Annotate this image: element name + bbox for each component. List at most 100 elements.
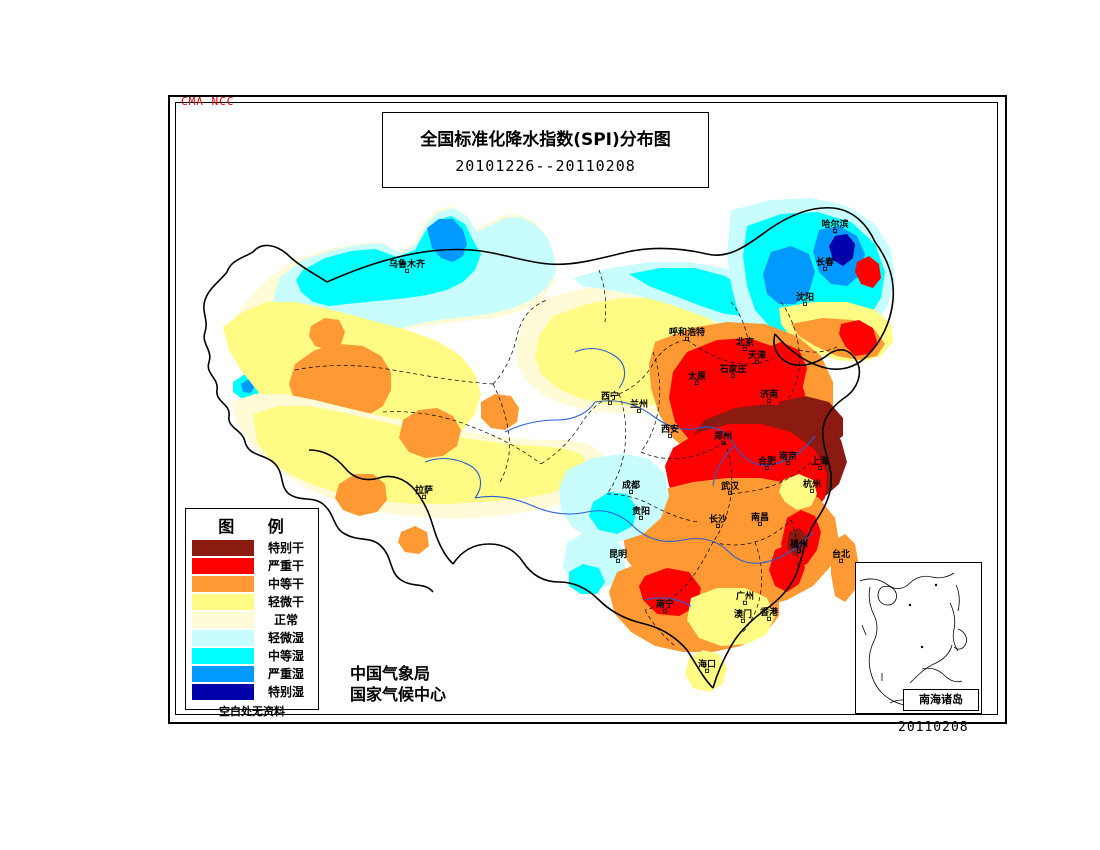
city-station-dot xyxy=(716,523,721,528)
inset-nine-dash-2 xyxy=(861,624,867,636)
inset-philippines-1 xyxy=(955,584,960,612)
city-station-dot xyxy=(765,465,770,470)
city-marker: 石家庄 xyxy=(718,363,747,378)
city-label: 南京 xyxy=(779,450,797,462)
city-station-dot xyxy=(721,440,726,445)
city-marker: 澳门 xyxy=(734,608,752,623)
city-station-dot xyxy=(803,301,808,306)
inset-coast-mainland xyxy=(859,572,955,589)
city-marker: 贵阳 xyxy=(632,505,650,520)
inset-label: 南海诸岛 xyxy=(903,689,979,711)
city-label: 西安 xyxy=(661,423,679,435)
legend-swatch xyxy=(192,558,254,574)
city-marker: 香港 xyxy=(759,606,779,621)
region-fill-slightly-dry xyxy=(687,588,775,646)
city-label: 武汉 xyxy=(721,480,740,492)
city-label: 香港 xyxy=(759,606,779,618)
legend-label: 中等湿 xyxy=(267,649,304,663)
city-station-dot xyxy=(767,398,772,403)
city-marker: 西安 xyxy=(661,423,679,438)
city-marker: 郑州 xyxy=(714,430,732,445)
inset-philippines-3 xyxy=(953,628,967,650)
city-marker: 福州 xyxy=(789,538,808,553)
city-label: 郑州 xyxy=(714,430,732,442)
city-marker: 济南 xyxy=(760,388,778,403)
inset-island-dots xyxy=(908,583,938,649)
agency-credit: 中国气象局 国家气候中心 xyxy=(350,663,446,705)
city-marker: 天津 xyxy=(748,349,766,364)
city-label: 贵阳 xyxy=(632,505,650,517)
city-marker: 乌鲁木齐 xyxy=(389,258,426,273)
credit-line-1: 中国气象局 xyxy=(350,664,431,683)
legend-label: 严重湿 xyxy=(267,667,304,681)
legend-title: 图 例 xyxy=(218,517,298,536)
region-fill-moderately-dry xyxy=(398,526,429,554)
legend-label: 特别湿 xyxy=(267,685,304,699)
city-station-dot xyxy=(743,600,748,605)
city-station-dot xyxy=(636,408,641,413)
city-marker: 南京 xyxy=(779,450,797,465)
legend-item: 严重干 xyxy=(186,557,318,575)
legend-label: 严重干 xyxy=(267,559,304,573)
inset-philippines-2 xyxy=(949,602,959,652)
region-fill-moderately-dry xyxy=(831,534,859,602)
city-station-dot xyxy=(607,400,612,405)
legend-item: 特别湿 xyxy=(186,683,318,701)
city-label: 昆明 xyxy=(609,549,627,560)
national-border-southwest xyxy=(308,449,454,565)
city-station-dot xyxy=(786,460,791,465)
region-fill-extremely-wet xyxy=(829,234,855,266)
city-marker: 太原 xyxy=(687,370,706,385)
city-station-dot xyxy=(662,608,667,613)
city-marker: 合肥 xyxy=(758,455,776,470)
city-label: 南宁 xyxy=(656,598,674,610)
city-label: 广州 xyxy=(736,590,754,602)
city-station-dot xyxy=(695,380,700,385)
credit-line-2: 国家气候中心 xyxy=(350,685,447,704)
city-station-dot xyxy=(615,558,620,563)
city-label: 澳门 xyxy=(734,608,752,620)
city-label: 合肥 xyxy=(758,455,776,467)
city-label: 沈阳 xyxy=(796,291,814,303)
city-marker: 海口 xyxy=(698,658,716,673)
yangtze xyxy=(474,495,814,564)
city-marker: 南昌 xyxy=(751,511,769,526)
city-marker: 北京 xyxy=(736,336,754,351)
legend-item: 中等干 xyxy=(186,575,318,593)
city-marker: 长春 xyxy=(816,256,835,271)
page-title: 全国标准化降水指数(SPI)分布图 xyxy=(420,130,671,150)
city-marker: 南宁 xyxy=(656,598,674,613)
legend-item: 严重湿 xyxy=(186,665,318,683)
legend-swatch xyxy=(192,612,254,628)
spi-color-fills xyxy=(223,198,895,692)
region-fill-moderately-wet xyxy=(629,268,755,316)
city-label: 西宁 xyxy=(601,390,619,402)
city-station-dot xyxy=(755,359,760,364)
city-label: 长沙 xyxy=(709,513,727,525)
provincial-borders xyxy=(294,269,840,647)
region-fill-severely-dry xyxy=(769,544,805,592)
city-station-dot xyxy=(705,668,710,673)
legend-item: 轻微干 xyxy=(186,593,318,611)
city-station-dot xyxy=(797,548,802,553)
legend-swatch xyxy=(192,576,254,592)
legend-swatch xyxy=(192,666,254,682)
south-china-sea-inset: 南海诸岛 xyxy=(855,562,982,714)
region-fill-extremely-dry xyxy=(779,396,843,446)
legend-swatch xyxy=(192,648,254,664)
city-label: 福州 xyxy=(789,538,808,550)
city-label: 长春 xyxy=(816,256,835,268)
city-station-dot xyxy=(684,336,689,341)
region-fill-severely-dry xyxy=(839,320,877,356)
legend-item: 轻微湿 xyxy=(186,629,318,647)
city-label: 上海 xyxy=(811,455,829,467)
legend: 图 例 特别干 严重干 中等干 轻微干 正常 轻微湿 中等湿 严重湿 特别湿 空白处无资料 xyxy=(185,508,319,718)
legend-label: 轻微干 xyxy=(267,595,304,609)
city-label: 天津 xyxy=(748,349,766,361)
river-pearl xyxy=(644,597,692,607)
city-marker: 广州 xyxy=(736,590,754,605)
city-label: 杭州 xyxy=(803,478,821,490)
